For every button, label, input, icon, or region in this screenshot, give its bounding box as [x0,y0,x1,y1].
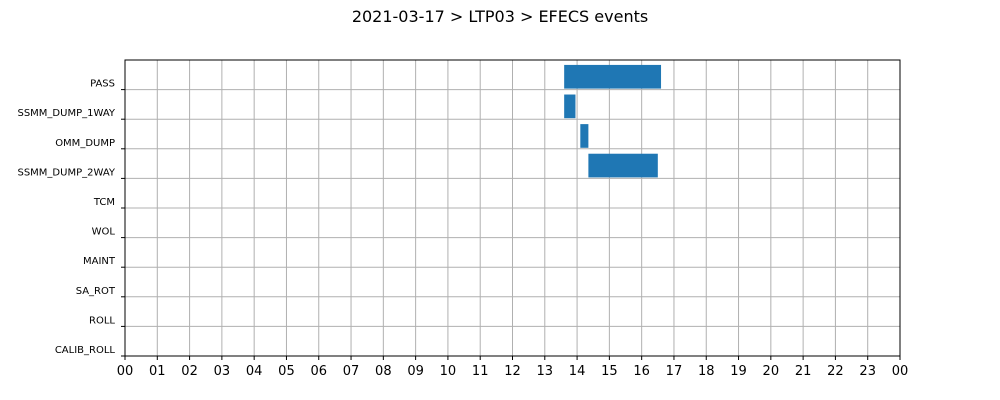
x-tick-label: 14 [569,364,586,379]
x-tick-label: 18 [698,364,715,379]
x-tick-label: 00 [892,364,909,379]
x-tick-label: 09 [407,364,424,379]
x-tick-label: 11 [472,364,489,379]
x-tick-label: 21 [795,364,812,379]
y-tick-label: WOL [92,227,116,238]
event-bar [564,64,662,89]
x-tick-label: 08 [375,364,392,379]
event-bar [580,124,589,148]
y-tick-label: SSMM_DUMP_2WAY [17,167,115,178]
x-tick-label: 16 [633,364,650,379]
x-tick-label: 17 [666,364,683,379]
y-tick-label: OMM_DUMP [55,138,115,149]
x-tick-label: 07 [343,364,360,379]
y-tick-label: MAINT [83,256,116,267]
event-bars [564,64,662,178]
x-tick-label: 13 [537,364,554,379]
x-tick-label: 02 [181,364,198,379]
chart-title: 2021-03-17 > LTP03 > EFECS events [352,7,648,26]
y-tick-label: PASS [90,79,115,90]
x-tick-label: 03 [214,364,231,379]
y-tick-label: SSMM_DUMP_1WAY [17,108,115,119]
y-tick-label: SA_ROT [76,286,116,297]
y-tick-label: CALIB_ROLL [55,345,116,356]
x-tick-label: 01 [149,364,166,379]
x-axis: 00 01 02 03 04 05 06 07 08 09 10 11 12 13 14 15 16 17 18 19… [117,356,909,379]
x-tick-label: 10 [440,364,457,379]
y-axis: PASS SSMM_DUMP_1WAY OMM_DUMP SSMM_DUMP_2WAY… [17,79,125,357]
x-tick-label: 23 [859,364,876,379]
x-tick-label: 06 [310,364,327,379]
x-tick-label: 04 [246,364,263,379]
x-tick-label: 19 [730,364,747,379]
y-tick-label: ROLL [89,315,115,326]
event-bar [564,94,576,119]
x-tick-label: 05 [278,364,295,379]
x-tick-label: 12 [504,364,521,379]
grid-lines [125,60,900,356]
x-tick-label: 22 [827,364,844,379]
x-tick-label: 20 [763,364,780,379]
y-tick-label: TCM [93,197,115,208]
x-tick-label: 15 [601,364,618,379]
x-tick-label: 00 [117,364,134,379]
event-bar [588,153,658,178]
